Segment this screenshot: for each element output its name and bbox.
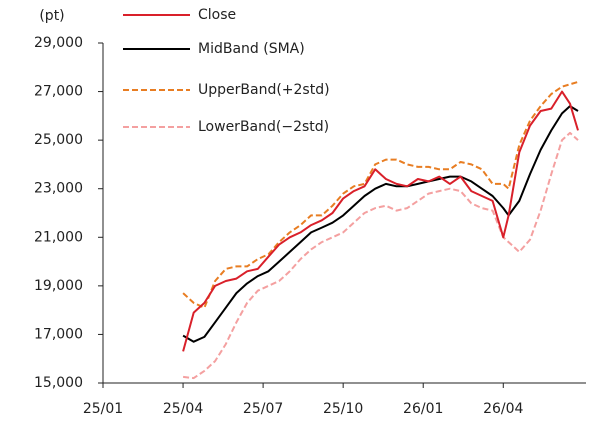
series-line: [182, 90, 579, 352]
legend-label: Close: [198, 7, 236, 23]
y-tick-label: 27,000: [34, 84, 83, 100]
series-line: [182, 131, 579, 380]
series-line: [182, 105, 579, 343]
y-tick-label: 15,000: [34, 375, 83, 391]
x-tick-label: 26/04: [483, 401, 523, 417]
x-tick-label: 25/07: [243, 401, 283, 417]
y-axis-label: (pt): [39, 8, 64, 24]
x-tick-label: 25/04: [163, 401, 203, 417]
legend-label: UpperBand(+2std): [198, 82, 330, 98]
legend-label: LowerBand(−2std): [198, 119, 329, 135]
series-line: [182, 80, 579, 309]
x-tick-label: 25/01: [83, 401, 123, 417]
x-tick-label: 25/10: [323, 401, 363, 417]
y-tick-label: 23,000: [34, 181, 83, 197]
y-tick-label: 29,000: [34, 35, 83, 51]
legend-label: MidBand (SMA): [198, 41, 305, 57]
y-tick-label: 17,000: [34, 326, 83, 342]
y-tick-label: 25,000: [34, 132, 83, 148]
x-tick-label: 26/01: [403, 401, 443, 417]
y-tick-label: 21,000: [34, 229, 83, 245]
y-tick-label: 19,000: [34, 278, 83, 294]
